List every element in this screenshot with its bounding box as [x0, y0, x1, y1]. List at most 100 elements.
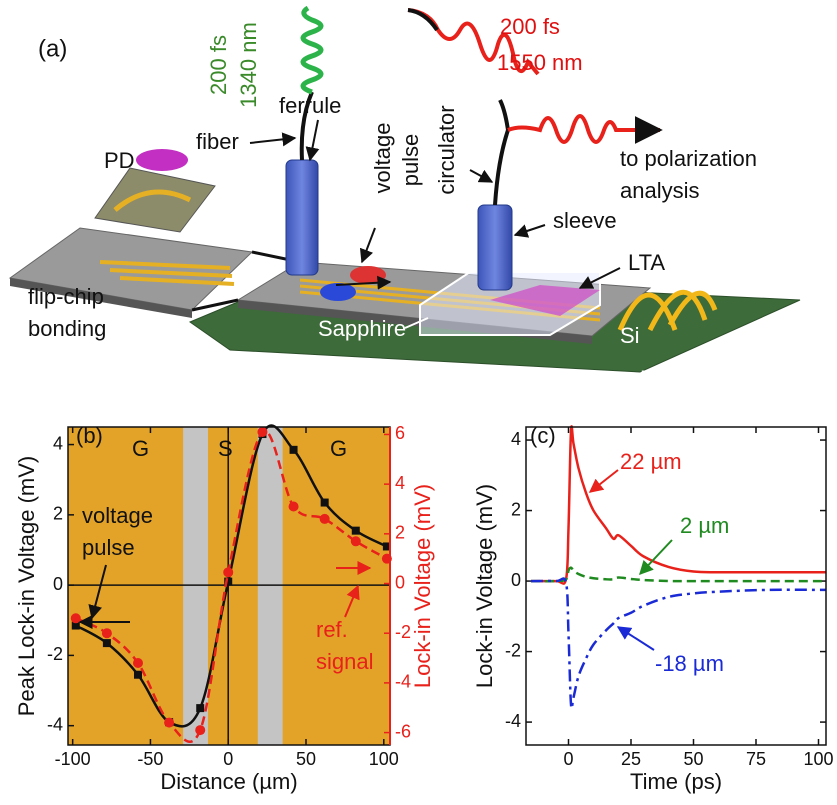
- pd-dome: [136, 149, 188, 171]
- label: circulator: [434, 105, 459, 194]
- marker: [196, 704, 204, 712]
- marker: [289, 502, 299, 512]
- marker: [351, 536, 361, 546]
- annotation: voltage: [82, 503, 153, 528]
- x-tick-label: 25: [621, 749, 641, 769]
- x-tick-label: 50: [683, 749, 703, 769]
- y2-tick-label: -4: [395, 672, 411, 692]
- label: fiber: [196, 129, 239, 154]
- label: PD: [104, 148, 135, 173]
- marker: [257, 427, 267, 437]
- region-label: G: [132, 436, 149, 461]
- arrow: [590, 470, 618, 492]
- pump-pulse: [303, 8, 321, 92]
- annotation: ref.: [316, 617, 348, 642]
- panel-label: (a): [38, 35, 67, 62]
- series-line: [531, 578, 826, 708]
- marker: [195, 725, 205, 735]
- x-axis-label: Distance (µm): [160, 769, 297, 794]
- x-tick-label: 50: [296, 749, 316, 769]
- series-label: 2 µm: [680, 513, 729, 538]
- y-tick-label: 0: [53, 574, 63, 594]
- label: Si: [620, 323, 640, 348]
- pump-label: 200 fs: [206, 35, 231, 95]
- marker: [103, 639, 111, 647]
- plot-background: [68, 427, 390, 745]
- y-tick-label: -4: [505, 711, 521, 731]
- x-tick-label: 100: [369, 749, 399, 769]
- marker: [320, 514, 330, 524]
- probe-label: 1550 nm: [497, 50, 583, 75]
- label: analysis: [620, 178, 699, 203]
- annotation: pulse: [82, 535, 135, 560]
- y-tick-label: 0: [511, 570, 521, 590]
- y-tick-label: 2: [511, 499, 521, 519]
- y-axis-label: Peak Lock-in Voltage (mV): [14, 456, 39, 716]
- y2-tick-label: -2: [395, 622, 411, 642]
- label: Sapphire: [318, 316, 406, 341]
- marker: [102, 628, 112, 638]
- y2-tick-label: 2: [395, 523, 405, 543]
- annotation: signal: [316, 649, 373, 674]
- circulator-fiber: [495, 100, 508, 205]
- sleeve: [478, 205, 512, 290]
- y2-tick-label: 4: [395, 473, 405, 493]
- label: sleeve: [553, 208, 617, 233]
- marker: [223, 567, 233, 577]
- x-axis-label: Time (ps): [630, 769, 722, 794]
- y-tick-label: -4: [47, 714, 63, 734]
- x-tick-label: 0: [223, 749, 233, 769]
- y-tick-label: -2: [505, 640, 521, 660]
- pump-label: 1340 nm: [236, 22, 261, 108]
- marker: [321, 499, 329, 507]
- arrow: [362, 228, 375, 262]
- label: ferrule: [279, 93, 341, 118]
- y2-axis-label: Lock-in Voltage (mV): [410, 484, 435, 688]
- figure: (a) 200 fs 1340 nm 200 fs 1550 nm fiber …: [0, 0, 837, 805]
- y-tick-label: 2: [53, 504, 63, 524]
- pulse-lobe: [350, 266, 386, 284]
- label: bonding: [28, 316, 106, 341]
- probe-label: 200 fs: [500, 14, 560, 39]
- arrow: [515, 225, 545, 235]
- marker: [133, 658, 143, 668]
- region-label: G: [330, 436, 347, 461]
- panel-label: (b): [76, 423, 103, 448]
- chart-c: 0 25 50 75 100 -4 -2 0 2 4 Time (ps) Lock-in Voltag…: [472, 426, 834, 793]
- y2-tick-label: -6: [395, 721, 411, 741]
- y-tick-label: 4: [53, 433, 63, 453]
- y-tick-label: 4: [511, 429, 521, 449]
- label: pulse: [398, 134, 423, 187]
- x-tick-label: -50: [137, 749, 163, 769]
- schematic: (a) 200 fs 1340 nm 200 fs 1550 nm fiber …: [10, 8, 800, 391]
- marker: [71, 613, 81, 623]
- label: LTA: [628, 250, 665, 275]
- arrow: [250, 138, 295, 143]
- series-label: -18 µm: [655, 651, 724, 676]
- region-label: S: [218, 436, 233, 461]
- y-axis-label: Lock-in Voltage (mV): [472, 484, 497, 688]
- arrow: [310, 120, 318, 160]
- chart-b: -100 -50 0 50 100 -4 -2 0 2 4 -6 -4 -2 0 2 4 6 Distance (…: [14, 423, 435, 794]
- marker: [164, 718, 174, 728]
- shaded-region: [258, 427, 283, 745]
- label: PCB: [640, 366, 685, 391]
- x-tick-label: 75: [746, 749, 766, 769]
- ferrule: [286, 160, 318, 275]
- y-tick-label: -2: [47, 644, 63, 664]
- marker: [290, 446, 298, 454]
- y2-tick-label: 6: [395, 423, 405, 443]
- pd-chip: [95, 168, 215, 232]
- arrow: [618, 627, 654, 650]
- panel-label: (c): [530, 423, 556, 448]
- y2-tick-label: 0: [395, 572, 405, 592]
- x-tick-label: 0: [563, 749, 573, 769]
- x-tick-label: 100: [803, 749, 833, 769]
- label: to polarization: [620, 146, 757, 171]
- arrow: [470, 170, 492, 182]
- marker: [134, 671, 142, 679]
- label: voltage: [370, 123, 395, 194]
- output-pulse: [508, 116, 660, 142]
- x-tick-label: -100: [55, 749, 91, 769]
- label: flip-chip: [28, 284, 104, 309]
